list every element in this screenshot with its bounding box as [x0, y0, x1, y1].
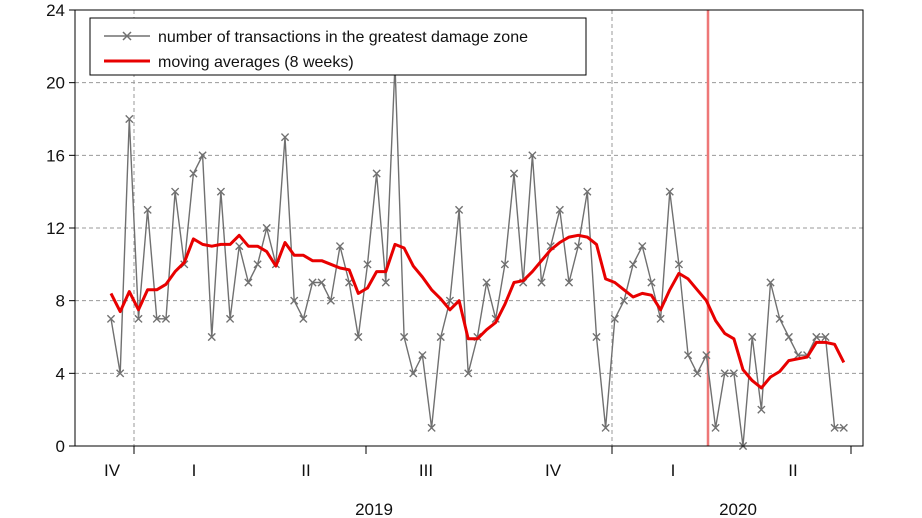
- transactions-point: [280, 133, 290, 142]
- series-transactions: [106, 60, 848, 451]
- x-year-label: 2020: [719, 500, 757, 518]
- transactions-point: [262, 223, 271, 233]
- transactions-point: [198, 151, 207, 160]
- transactions-point: [619, 296, 629, 305]
- transactions-point: [445, 296, 455, 305]
- x-quarter-label: IV: [545, 461, 562, 480]
- transactions-point: [638, 242, 647, 251]
- transactions-point: [757, 405, 766, 414]
- transactions-point: [812, 332, 821, 342]
- legend-label-moving-average: moving averages (8 weeks): [158, 54, 354, 71]
- transactions-point: [290, 296, 299, 305]
- transactions-point: [326, 296, 335, 305]
- x-year-label: 2019: [355, 500, 393, 518]
- x-quarter-label: IV: [104, 461, 121, 480]
- transactions-point: [839, 423, 848, 432]
- transactions-point: [216, 187, 226, 196]
- y-tick-label: 20: [46, 74, 65, 93]
- transactions-point: [665, 187, 674, 196]
- transactions-point: [454, 205, 464, 214]
- transactions-point: [702, 351, 711, 360]
- transactions-point: [317, 278, 326, 287]
- x-quarter-label: III: [419, 461, 433, 480]
- transactions-point: [537, 278, 546, 287]
- transactions-point: [335, 242, 345, 251]
- transactions-point: [299, 314, 308, 323]
- transactions-point: [143, 205, 152, 214]
- moving-average-line: [109, 233, 846, 390]
- transactions-point: [784, 332, 793, 342]
- transactions-point: [152, 314, 161, 323]
- transactions-point: [207, 332, 216, 342]
- transactions-point: [106, 314, 116, 323]
- transactions-point: [225, 314, 235, 323]
- transactions-point: [253, 260, 262, 269]
- transactions-point: [583, 187, 592, 196]
- x-quarter-label: II: [301, 461, 310, 480]
- transactions-point: [345, 278, 354, 287]
- transactions-point: [574, 242, 583, 251]
- y-axis-ticks: 0 4 8 12 16 20 24: [46, 1, 75, 456]
- transactions-point: [235, 242, 244, 251]
- transactions-point: [161, 314, 171, 323]
- series-moving-average: [109, 233, 846, 390]
- transactions-point: [427, 423, 436, 432]
- transactions-line: [110, 64, 844, 447]
- transactions-point: [400, 332, 409, 342]
- transactions-point: [748, 332, 757, 342]
- y-tick-label: 0: [56, 437, 65, 456]
- transactions-point: [601, 423, 610, 432]
- transactions-point: [116, 369, 125, 378]
- transactions-point: [528, 151, 537, 160]
- y-tick-label: 8: [56, 292, 65, 311]
- transactions-point: [134, 314, 143, 323]
- transactions-point: [656, 314, 665, 323]
- legend-item-moving-average: moving averages (8 weeks): [104, 54, 354, 71]
- transactions-point: [720, 369, 729, 378]
- legend-item-transactions: number of transactions in the greatest d…: [104, 29, 528, 46]
- transactions-point: [555, 205, 564, 214]
- transactions-point: [683, 351, 693, 360]
- y-tick-label: 12: [46, 219, 65, 238]
- transactions-point: [592, 332, 601, 342]
- transactions-point: [693, 369, 702, 378]
- transactions-point: [775, 314, 784, 323]
- transactions-point: [189, 169, 198, 178]
- transactions-point: [629, 260, 638, 269]
- transactions-point: [171, 187, 180, 196]
- transactions-point: [464, 369, 473, 378]
- legend: number of transactions in the greatest d…: [89, 17, 587, 76]
- transactions-point: [674, 260, 684, 269]
- transactions-point: [482, 278, 491, 287]
- transactions-point: [436, 332, 445, 342]
- transactions-point: [509, 169, 519, 178]
- transactions-point: [766, 278, 775, 287]
- transactions-point: [830, 423, 839, 432]
- transactions-point: [125, 114, 134, 124]
- transactions-point: [418, 351, 427, 360]
- transactions-point: [363, 260, 372, 269]
- transactions-point: [647, 278, 656, 287]
- transactions-point: [308, 278, 317, 287]
- x-quarter-label: I: [671, 461, 676, 480]
- transactions-point: [409, 369, 418, 378]
- transactions-point: [821, 332, 830, 342]
- x-quarter-label: II: [788, 461, 797, 480]
- transactions-point: [354, 332, 363, 342]
- transactions-point: [729, 369, 738, 378]
- transactions-point: [372, 169, 381, 178]
- legend-label-transactions: number of transactions in the greatest d…: [158, 29, 528, 46]
- transactions-point: [381, 278, 390, 287]
- transactions-point: [244, 278, 253, 287]
- transactions-point: [711, 423, 720, 432]
- transactions-point: [564, 278, 574, 287]
- transactions-point: [500, 260, 509, 269]
- y-tick-label: 24: [46, 1, 65, 20]
- x-quarter-label: I: [192, 461, 197, 480]
- y-tick-label: 16: [46, 146, 65, 165]
- transactions-point: [610, 314, 619, 323]
- y-tick-label: 4: [56, 364, 65, 383]
